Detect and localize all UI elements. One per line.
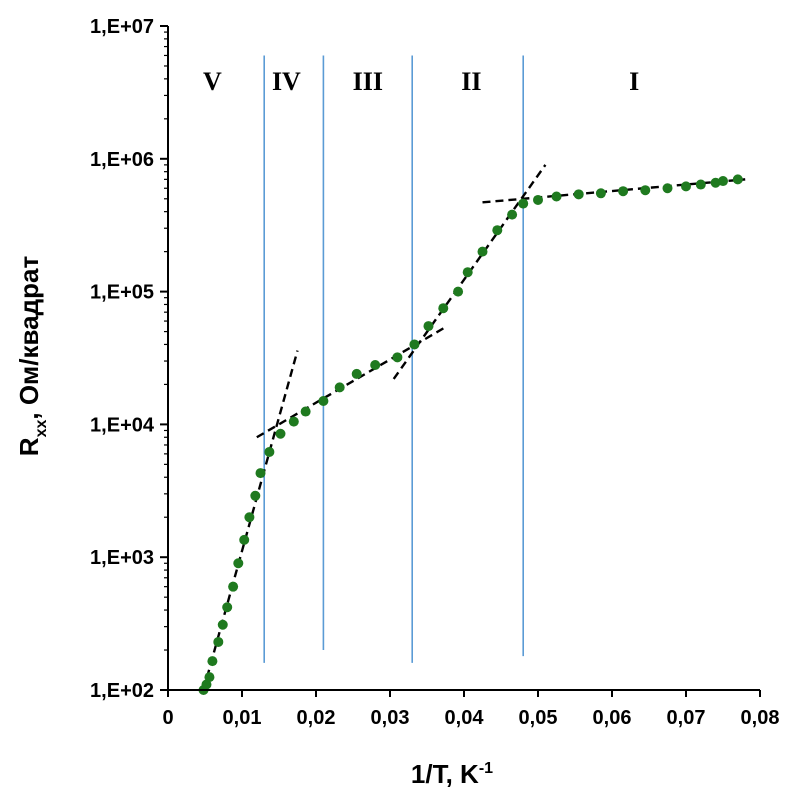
- data-point: [318, 396, 329, 407]
- fit-line-4: [482, 178, 746, 204]
- data-point: [244, 512, 255, 523]
- region-label-iv: IV: [272, 67, 301, 96]
- data-point: [438, 303, 449, 314]
- data-point: [228, 581, 239, 592]
- data-point: [681, 181, 691, 192]
- data-point: [213, 636, 224, 647]
- x-tick-label: 0,08: [741, 707, 780, 729]
- data-point: [239, 534, 250, 545]
- data-point: [492, 225, 503, 236]
- data-point: [392, 352, 403, 363]
- x-tick-label: 0,04: [445, 707, 485, 729]
- data-point: [695, 179, 706, 190]
- data-point: [233, 558, 244, 569]
- axes: 1,E+02 1,E+03 1,E+04 1,E+05 1,E+06 1,E+07 0 0,0…: [90, 16, 779, 729]
- data-point: [477, 246, 488, 257]
- data-point: [351, 368, 362, 379]
- data-point: [573, 189, 584, 200]
- x-axis-title: 1/T, K-1: [411, 759, 493, 789]
- data-point: [618, 186, 629, 197]
- y-tick-label: 1,E+07: [90, 16, 154, 38]
- y-tick-label: 1,E+03: [90, 547, 154, 569]
- data-point: [595, 188, 606, 199]
- data-point: [718, 176, 728, 187]
- x-tick-label: 0,07: [667, 707, 706, 729]
- data-point: [264, 446, 275, 457]
- data-point: [288, 416, 299, 427]
- x-tick-label: 0,02: [297, 707, 336, 729]
- x-tick-label: 0,01: [223, 707, 262, 729]
- region-label-iii: III: [353, 67, 383, 96]
- data-point: [533, 194, 543, 205]
- x-tick-label: 0,05: [519, 707, 558, 729]
- data-point: [409, 339, 420, 350]
- data-point: [507, 209, 518, 220]
- data-point: [207, 656, 218, 667]
- data-point: [462, 267, 473, 278]
- data-point: [662, 183, 673, 194]
- data-point: [204, 672, 215, 683]
- x-tick-label: 0,06: [593, 707, 632, 729]
- region-label-v: V: [203, 67, 222, 96]
- data-point: [250, 490, 261, 501]
- y-tick-label: 1,E+02: [90, 680, 154, 702]
- data-point: [518, 198, 529, 209]
- region-label-ii: II: [461, 67, 481, 96]
- x-tick-label: 0,03: [371, 707, 410, 729]
- data-point: [732, 174, 743, 185]
- data-point: [222, 602, 233, 613]
- y-tick-label: 1,E+04: [90, 414, 155, 436]
- data-point: [275, 428, 286, 439]
- data-point: [551, 191, 562, 202]
- data-point: [300, 406, 311, 417]
- y-tick-label: 1,E+06: [90, 149, 154, 171]
- data-point: [370, 360, 381, 371]
- data-point: [453, 286, 464, 297]
- region-label-i: I: [629, 67, 639, 96]
- y-tick-label: 1,E+05: [90, 282, 154, 304]
- data-point: [217, 619, 228, 630]
- data-point: [423, 321, 434, 332]
- x-tick-label: 0: [162, 707, 173, 729]
- data-point: [334, 382, 345, 393]
- data-point: [640, 185, 651, 196]
- y-axis-title: Rxx, Ом/квадрат: [14, 256, 50, 457]
- data-point: [255, 468, 266, 479]
- plot-area: V IV III II I: [198, 55, 746, 695]
